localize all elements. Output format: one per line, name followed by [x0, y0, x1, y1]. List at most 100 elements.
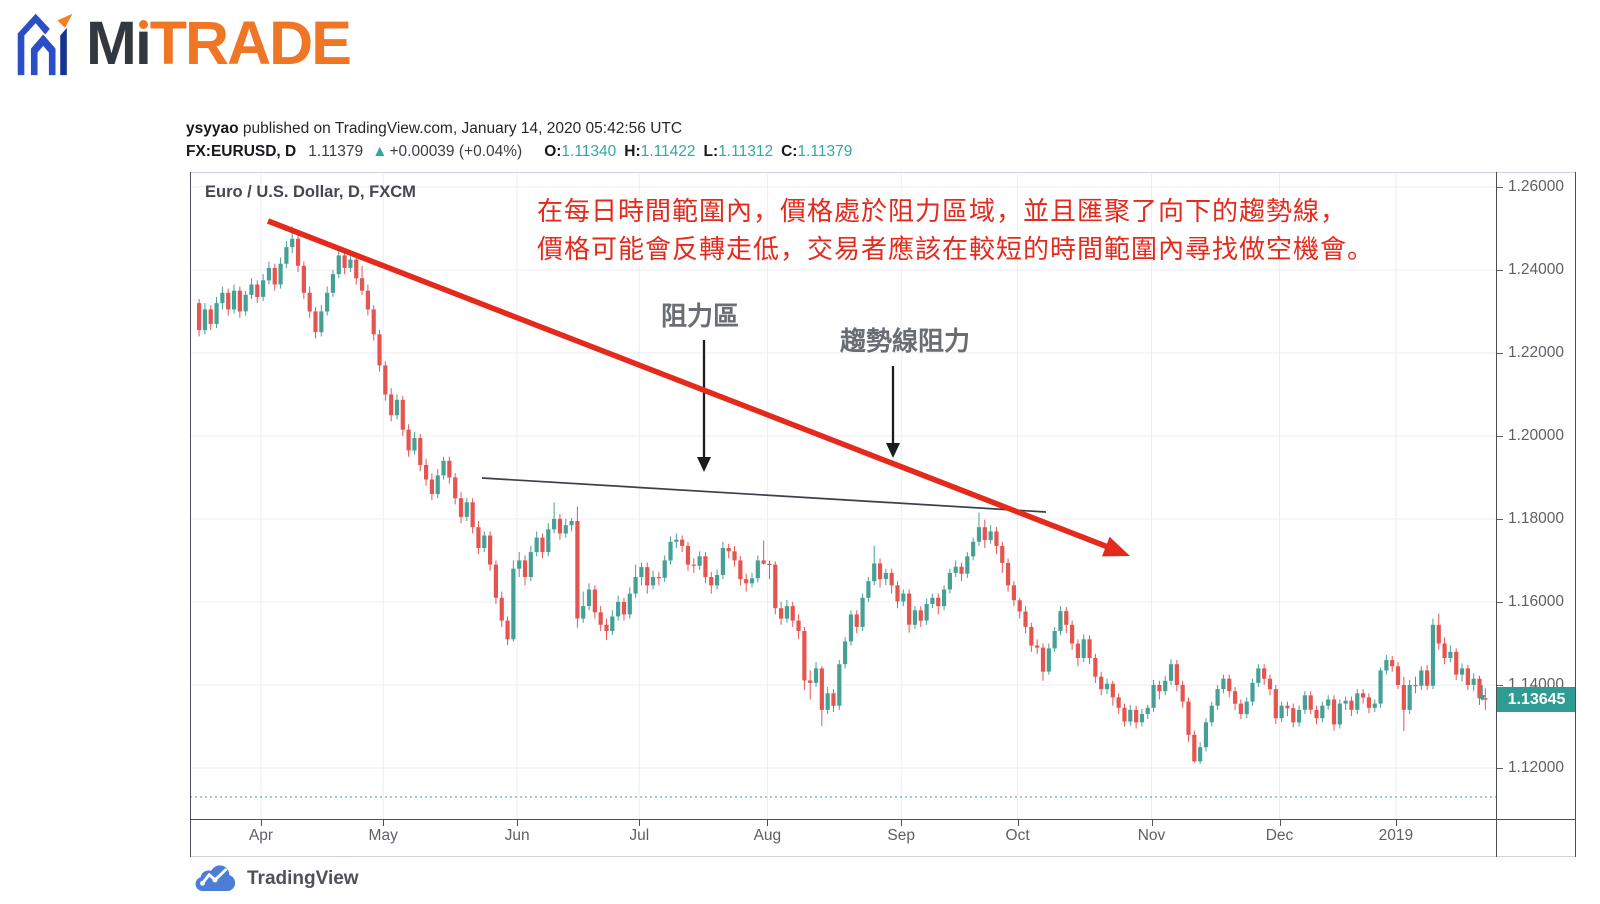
resistance-zone-label: 阻力區	[660, 301, 739, 331]
candle	[493, 560, 499, 604]
candle	[831, 689, 836, 712]
y-axis-label: 1.12000	[1508, 759, 1565, 776]
candle	[773, 561, 778, 615]
y-axis-tick	[1497, 685, 1503, 686]
open-value: 1.11340	[561, 143, 617, 160]
candle	[586, 583, 592, 611]
plot-border-left	[190, 172, 191, 857]
mitrade-wordmark: Mı TRADE	[86, 8, 352, 78]
y-axis-tick	[1497, 352, 1503, 354]
candle	[895, 581, 900, 609]
y-axis-label: 1.20000	[1508, 426, 1565, 444]
candle	[272, 263, 277, 291]
candle	[365, 284, 370, 316]
candle	[1419, 666, 1424, 690]
tradingview-attribution[interactable]: TradingView	[192, 862, 359, 895]
chart-meta: ysyyao published on TradingView.com, Jan…	[186, 117, 852, 163]
mitrade-logo[interactable]: Mı TRADE	[14, 8, 352, 78]
candle	[266, 261, 272, 285]
y-axis-label: 1.18000	[1508, 509, 1565, 527]
candle	[1395, 662, 1401, 690]
x-axis-label: May	[368, 827, 398, 844]
candle	[231, 284, 237, 314]
candle	[685, 541, 691, 571]
up-triangle-icon: ▲	[372, 143, 388, 160]
candle	[1238, 699, 1243, 719]
candle	[383, 361, 388, 401]
last-price-marker-icon	[1478, 685, 1486, 701]
candle	[604, 618, 609, 641]
candle	[197, 299, 202, 337]
y-axis-tick	[1497, 768, 1503, 769]
candle	[1244, 697, 1249, 719]
candle	[1168, 659, 1174, 685]
candle	[552, 502, 557, 534]
candle	[336, 251, 341, 279]
symbol-label: FX:EURUSD, D	[186, 143, 297, 160]
candlestick-series	[197, 226, 1488, 764]
candle	[726, 543, 731, 559]
candle	[1448, 645, 1453, 663]
candle	[627, 587, 632, 619]
candle	[680, 535, 685, 553]
candle	[755, 555, 760, 583]
candle	[546, 523, 551, 557]
candle	[650, 570, 656, 590]
close-label: C:	[781, 143, 798, 160]
candle	[959, 562, 964, 582]
candle	[1337, 699, 1342, 729]
candle	[482, 531, 487, 553]
x-axis-tick	[767, 820, 769, 826]
candle	[325, 286, 330, 316]
candle	[1075, 639, 1081, 667]
candle	[400, 396, 405, 436]
candle	[1227, 674, 1232, 698]
candle	[668, 536, 673, 565]
candle	[1000, 541, 1005, 573]
candle	[901, 589, 906, 607]
candle	[1361, 689, 1366, 704]
candle	[1104, 678, 1110, 695]
candle	[889, 568, 894, 594]
time-axis-separator	[190, 819, 1576, 820]
wordmark-i: ı	[134, 9, 152, 77]
ohlc-strip: FX:EURUSD, D 1.11379 ▲ +0.00039 (+0.04%) O:1…	[186, 140, 852, 163]
candle	[1070, 620, 1075, 650]
candle	[872, 545, 877, 586]
candle	[854, 610, 859, 634]
candle	[947, 568, 952, 594]
x-axis-label: Oct	[1005, 827, 1030, 844]
x-axis-tick	[639, 820, 641, 826]
candle	[1308, 691, 1313, 714]
candle	[714, 569, 720, 590]
high-label: H:	[624, 143, 641, 160]
candle	[226, 288, 231, 316]
y-axis-tick	[1497, 269, 1503, 271]
candle	[1128, 704, 1133, 726]
candle	[406, 424, 411, 457]
candle	[1209, 701, 1214, 727]
candle	[511, 560, 516, 642]
candle	[1291, 703, 1296, 728]
candle	[1425, 665, 1430, 690]
high-value: 1.11422	[640, 143, 696, 160]
candle	[825, 687, 830, 714]
candle	[371, 305, 376, 341]
candle	[860, 593, 865, 631]
candle	[749, 572, 755, 588]
y-axis-label: 1.24000	[1508, 260, 1565, 278]
candle	[441, 456, 446, 480]
candle	[1052, 626, 1057, 652]
candle	[1465, 665, 1470, 690]
candle	[1087, 635, 1092, 665]
candle	[528, 545, 533, 582]
y-axis-label: 1.26000	[1508, 177, 1565, 195]
time-axis: Apr May Jun Jul Aug Sep Oct Nov Dec 2019	[190, 820, 1496, 857]
candle	[907, 589, 912, 633]
candle	[412, 431, 417, 455]
candle	[633, 564, 638, 598]
candle	[295, 232, 301, 272]
candle	[1011, 581, 1016, 607]
candle	[1221, 674, 1226, 694]
